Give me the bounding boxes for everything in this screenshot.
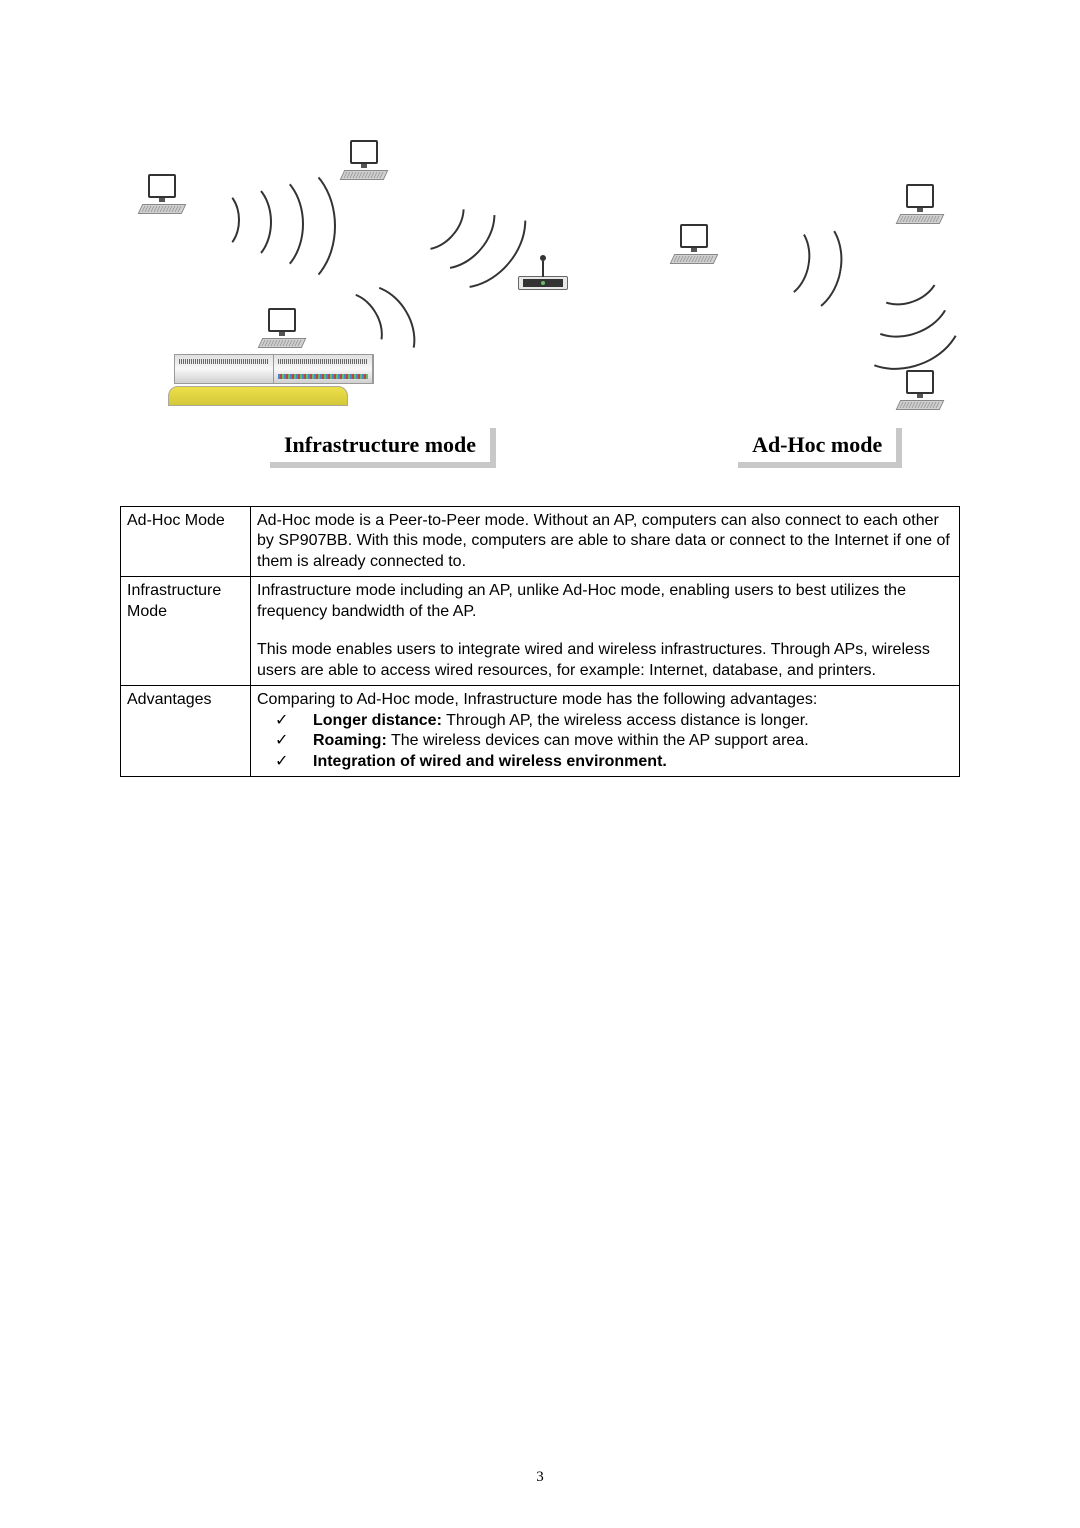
paragraph: Infrastructure mode including an AP, unl… xyxy=(257,582,906,619)
advantages-intro: Comparing to Ad-Hoc mode, Infrastructure… xyxy=(257,691,817,708)
caption-row: Infrastructure mode Ad-Hoc mode xyxy=(120,428,960,468)
computer-icon xyxy=(268,308,304,348)
computer-icon xyxy=(906,184,942,224)
mode-comparison-table: Ad-Hoc Mode Ad-Hoc mode is a Peer-to-Pee… xyxy=(120,506,960,777)
server-rack-icon xyxy=(174,354,374,384)
list-item: Roaming: The wireless devices can move w… xyxy=(281,731,953,751)
row-content: Comparing to Ad-Hoc mode, Infrastructure… xyxy=(251,686,960,777)
diagram-section xyxy=(120,140,960,420)
signal-wave-icon xyxy=(834,261,976,386)
row-content: Ad-Hoc mode is a Peer-to-Peer mode. With… xyxy=(251,507,960,577)
advantages-list: Longer distance: Through AP, the wireles… xyxy=(257,711,953,772)
row-content: Infrastructure mode including an AP, unl… xyxy=(251,577,960,686)
computer-icon xyxy=(680,224,716,264)
infrastructure-caption: Infrastructure mode xyxy=(270,428,496,468)
table-row: Ad-Hoc Mode Ad-Hoc mode is a Peer-to-Pee… xyxy=(121,507,960,577)
signal-wave-icon xyxy=(754,206,851,322)
table-row: Infrastructure Mode Infrastructure mode … xyxy=(121,577,960,686)
access-point-icon xyxy=(518,276,568,290)
router-base-icon xyxy=(168,386,348,406)
list-item: Longer distance: Through AP, the wireles… xyxy=(281,711,953,731)
paragraph: This mode enables users to integrate wir… xyxy=(257,641,930,678)
signal-wave-icon xyxy=(236,160,336,292)
infrastructure-diagram xyxy=(120,140,630,420)
computer-icon xyxy=(906,370,942,410)
table-row: Advantages Comparing to Ad-Hoc mode, Inf… xyxy=(121,686,960,777)
row-label: Infrastructure Mode xyxy=(121,577,251,686)
row-label: Ad-Hoc Mode xyxy=(121,507,251,577)
row-label: Advantages xyxy=(121,686,251,777)
page-number: 3 xyxy=(536,1469,544,1486)
adhoc-caption: Ad-Hoc mode xyxy=(738,428,902,468)
computer-icon xyxy=(350,140,386,180)
list-item: Integration of wired and wireless enviro… xyxy=(281,752,953,772)
adhoc-diagram xyxy=(670,200,990,420)
computer-icon xyxy=(148,174,184,214)
paragraph: Ad-Hoc mode is a Peer-to-Peer mode. With… xyxy=(257,512,950,570)
